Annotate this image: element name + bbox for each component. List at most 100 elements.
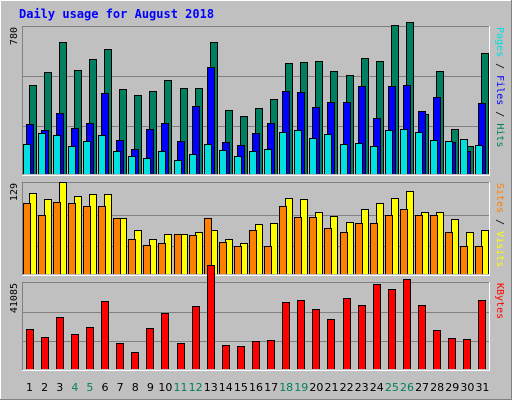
x-tick-label: 16: [249, 381, 263, 394]
pages-bar-day-11: [174, 160, 182, 174]
sites-bar-day-14: [219, 242, 227, 274]
sites-bar-day-27: [415, 215, 423, 274]
sites-bar-day-9: [143, 245, 151, 274]
kbytes-bar-day-4: [71, 334, 79, 369]
x-tick-label: 23: [355, 381, 369, 394]
x-tick-label: 5: [86, 381, 93, 394]
kbytes-bar-day-30: [463, 339, 471, 369]
sites-bar-day-25: [385, 215, 393, 274]
x-tick-label: 3: [56, 381, 63, 394]
kbytes-bar-day-16: [252, 341, 260, 369]
kbytes-bar-day-5: [86, 327, 94, 369]
sites-bar-day-10: [158, 243, 166, 274]
sites-bar-day-18: [279, 206, 287, 274]
series-legend: Sites / Visits: [494, 183, 505, 267]
kbytes-bar-day-23: [358, 305, 366, 369]
x-tick-label: 14: [219, 381, 233, 394]
x-tick-label: 17: [264, 381, 278, 394]
x-tick-label: 15: [234, 381, 248, 394]
series-legend: Pages / Files / Hits: [494, 27, 505, 147]
pages-bar-day-26: [400, 129, 408, 174]
pages-bar-day-20: [309, 138, 317, 174]
kbytes-bar-day-6: [101, 301, 109, 369]
pages-bar-day-18: [279, 132, 287, 174]
kbytes-bar-day-21: [327, 319, 335, 369]
sites-bar-day-29: [445, 232, 453, 274]
x-tick-label: 8: [132, 381, 139, 394]
sites-bar-day-16: [249, 230, 257, 274]
sites-bar-day-24: [370, 223, 378, 274]
pages-bar-day-8: [128, 156, 136, 174]
pages-bar-day-22: [340, 144, 348, 174]
hits-panel: 780 Pages / Files / Hits: [9, 22, 505, 176]
y-max-label: 41085: [9, 283, 20, 313]
kbytes-bar-day-15: [237, 346, 245, 369]
sites-bar-day-13: [204, 218, 212, 274]
kbytes-bar-day-19: [297, 300, 305, 369]
sites-bar-day-15: [234, 246, 242, 274]
pages-bar-day-1: [23, 144, 31, 174]
kbytes-bar-day-12: [192, 306, 200, 369]
x-tick-label: 25: [385, 381, 399, 394]
sites-bar-day-22: [340, 232, 348, 274]
x-tick-label: 13: [204, 381, 218, 394]
sites-bar-day-20: [309, 217, 317, 274]
sites-bar-day-30: [460, 246, 468, 274]
x-tick-label: 9: [147, 381, 154, 394]
kbytes-bar-day-2: [41, 337, 49, 369]
pages-bar-day-6: [98, 135, 106, 174]
sites-bar-day-19: [294, 217, 302, 274]
pages-bar-day-2: [38, 133, 46, 174]
x-tick-label: 4: [71, 381, 78, 394]
kbytes-bar-day-17: [267, 340, 275, 369]
pages-bar-day-7: [113, 151, 121, 174]
sites-bar-day-1: [23, 203, 31, 274]
x-tick-label: 18: [279, 381, 293, 394]
pages-bar-day-27: [415, 132, 423, 174]
pages-bar-day-10: [158, 151, 166, 174]
x-tick-label: 22: [340, 381, 354, 394]
x-tick-label: 6: [102, 381, 109, 394]
sites-bar-day-6: [98, 206, 106, 274]
x-tick-label: 29: [445, 381, 459, 394]
kbytes-bar-day-18: [282, 302, 290, 369]
x-tick-label: 11: [174, 381, 188, 394]
sites-bar-day-7: [113, 218, 121, 274]
y-max-label: 780: [9, 27, 20, 45]
pages-bar-day-25: [385, 130, 393, 174]
sites-bar-day-5: [83, 206, 91, 274]
series-legend: KBytes: [494, 283, 505, 319]
pages-bar-day-19: [294, 130, 302, 174]
x-tick-label: 1: [26, 381, 33, 394]
kbytes-bar-day-1: [26, 329, 34, 369]
pages-bar-day-5: [83, 141, 91, 174]
sites-bar-day-21: [324, 228, 332, 274]
kbytes-bar-day-3: [56, 317, 64, 369]
pages-bar-day-9: [143, 158, 151, 174]
pages-bar-day-3: [53, 135, 61, 174]
pages-bar-day-17: [264, 149, 272, 174]
kbytes-bar-day-25: [388, 289, 396, 369]
kbytes-bar-day-13: [207, 265, 215, 369]
sites-bar-day-26: [400, 209, 408, 274]
kbytes-bar-day-27: [418, 305, 426, 369]
sites-bar-day-28: [430, 215, 438, 274]
kbytes-bar-day-9: [146, 328, 154, 369]
pages-bar-day-21: [324, 134, 332, 174]
pages-bar-day-15: [234, 156, 242, 174]
kbytes-bar-day-31: [478, 300, 486, 369]
y-max-label: 129: [9, 183, 20, 201]
sites-bar-day-12: [189, 235, 197, 274]
kbytes-bar-day-7: [116, 343, 124, 369]
x-tick-label: 21: [324, 381, 338, 394]
kbytes-bar-day-26: [403, 279, 411, 369]
sites-bar-day-8: [128, 239, 136, 274]
kbytes-panel: 41085 KBytes: [9, 265, 505, 371]
pages-bar-day-23: [355, 143, 363, 174]
pages-bar-day-16: [249, 151, 257, 174]
x-tick-label: 31: [475, 381, 489, 394]
sites-bar-day-23: [355, 223, 363, 274]
chart-title: Daily usage for August 2018: [19, 7, 214, 21]
sites-bar-day-3: [53, 202, 61, 274]
